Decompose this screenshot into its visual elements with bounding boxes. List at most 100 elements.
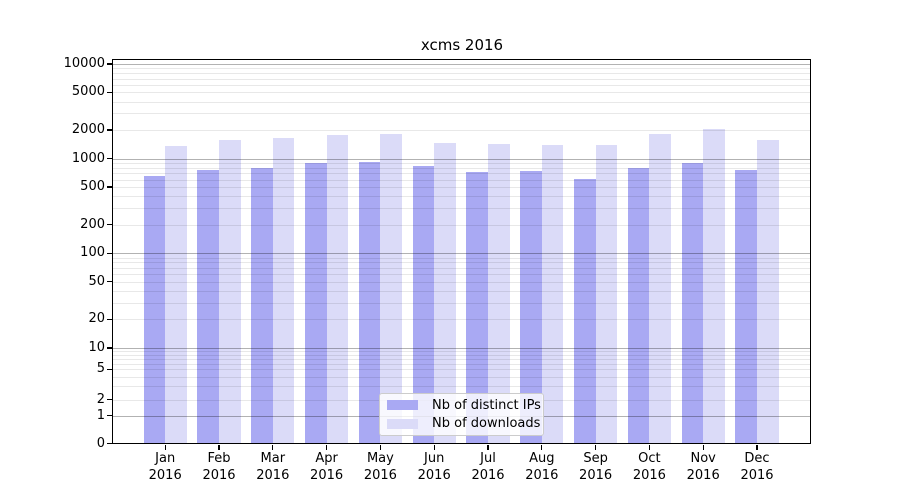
y-tick-label: 0: [96, 435, 105, 451]
bar-distinct-ips-jun: [412, 165, 435, 444]
x-tick-mark: [648, 444, 651, 450]
gridline-minor: [113, 358, 811, 360]
gridline-minor: [113, 302, 811, 304]
gridline-major: [113, 348, 811, 349]
y-tick-mark: [107, 281, 113, 283]
bar-distinct-ips-aug: [520, 170, 542, 444]
legend-label-distinct-ips: Nb of distinct IPs: [432, 397, 541, 413]
y-tick-label: 5: [96, 361, 105, 377]
gridline-minor: [113, 369, 811, 371]
y-tick-mark: [107, 91, 113, 94]
legend: Nb of distinct IPs Nb of downloads: [379, 393, 544, 436]
bar-distinct-ips-feb: [197, 170, 219, 444]
gridline-minor: [113, 319, 811, 321]
bar-downloads-sep: [595, 144, 618, 444]
bar-distinct-ips-jul: [466, 171, 488, 444]
y-tick-label: 500: [80, 179, 105, 195]
y-tick-label: 1000: [71, 150, 105, 166]
x-tick-mark: [756, 444, 758, 450]
y-tick-mark: [107, 347, 113, 349]
gridline-minor: [113, 290, 811, 292]
y-tick-label: 10000: [63, 55, 105, 71]
gridline-minor: [113, 224, 811, 226]
gridline-minor: [113, 274, 811, 276]
y-tick-mark: [107, 186, 113, 188]
gridline-minor: [113, 257, 811, 259]
gridline-major: [113, 63, 811, 65]
x-tick-mark: [702, 444, 704, 450]
x-tick-label-jul: Jul 2016: [471, 451, 505, 483]
x-tick-label-jan: Jan 2016: [148, 451, 182, 483]
y-tick-mark: [107, 414, 113, 417]
x-tick-label-aug: Aug 2016: [525, 451, 559, 483]
bar-downloads-oct: [649, 134, 671, 444]
bar-distinct-ips-nov: [681, 162, 704, 444]
bar-downloads-dec: [757, 139, 779, 444]
x-tick-mark: [218, 444, 220, 450]
x-tick-mark: [541, 444, 543, 450]
gridline-major: [113, 158, 811, 160]
y-tick-mark: [107, 224, 113, 226]
y-tick-label: 20: [88, 311, 105, 327]
x-tick-label-may: May 2016: [363, 451, 397, 483]
x-tick-label-apr: Apr 2016: [310, 451, 344, 483]
gridline-minor: [113, 386, 811, 388]
x-tick-mark: [379, 444, 382, 450]
bar-downloads-nov: [703, 129, 725, 444]
bar-distinct-ips-oct: [627, 167, 650, 444]
gridline-minor: [113, 187, 811, 189]
legend-label-downloads: Nb of downloads: [432, 416, 541, 432]
x-tick-mark: [487, 444, 489, 450]
bar-distinct-ips-mar: [251, 167, 273, 444]
y-tick-label: 1: [96, 407, 105, 423]
gridline-major: [113, 253, 811, 255]
x-tick-mark: [272, 444, 274, 450]
y-tick-label: 5000: [71, 84, 105, 100]
gridline-minor: [113, 208, 811, 210]
legend-swatch-downloads: [387, 418, 418, 429]
x-tick-label-jun: Jun 2016: [417, 451, 451, 483]
bar-distinct-ips-may: [358, 161, 381, 444]
gridline-minor: [113, 262, 811, 264]
x-tick-mark: [433, 444, 435, 450]
y-tick-label: 2: [96, 391, 105, 407]
bar-downloads-jan: [165, 145, 187, 444]
bar-distinct-ips-dec: [735, 170, 757, 444]
y-tick-mark: [107, 129, 113, 131]
bar-distinct-ips-jan: [143, 176, 166, 444]
y-tick-mark: [107, 368, 113, 370]
gridline-minor: [113, 78, 811, 80]
x-tick-label-sep: Sep 2016: [579, 451, 613, 483]
gridline-minor: [113, 101, 811, 103]
bar-distinct-ips-apr: [305, 163, 327, 444]
gridline-minor: [113, 281, 811, 283]
y-tick-mark: [107, 157, 113, 160]
x-tick-mark: [164, 444, 166, 450]
gridline-minor: [113, 363, 811, 365]
y-tick-label: 50: [88, 273, 105, 289]
gridline-minor: [113, 130, 811, 132]
x-tick-mark: [594, 444, 597, 450]
gridline-minor: [113, 113, 811, 115]
y-tick-mark: [107, 398, 113, 401]
x-tick-label-nov: Nov 2016: [686, 451, 720, 483]
y-tick-label: 100: [80, 245, 105, 261]
gridline-minor: [113, 351, 811, 353]
bar-downloads-mar: [272, 138, 295, 444]
y-tick-mark: [107, 442, 113, 445]
gridline-minor: [113, 179, 811, 181]
gridline-minor: [113, 173, 811, 175]
gridline-minor: [113, 68, 811, 70]
x-tick-mark: [325, 444, 328, 450]
gridline-minor: [113, 167, 811, 169]
x-tick-label-mar: Mar 2016: [256, 451, 290, 483]
y-tick-label: 200: [80, 216, 105, 232]
legend-item-distinct-ips: Nb of distinct IPs: [386, 396, 541, 415]
y-tick-mark: [107, 252, 113, 254]
bar-downloads-apr: [326, 134, 349, 444]
y-tick-label: 2000: [71, 122, 105, 138]
legend-item-downloads: Nb of downloads: [386, 415, 541, 434]
x-tick-label-feb: Feb 2016: [202, 451, 236, 483]
bar-distinct-ips-sep: [574, 178, 596, 444]
